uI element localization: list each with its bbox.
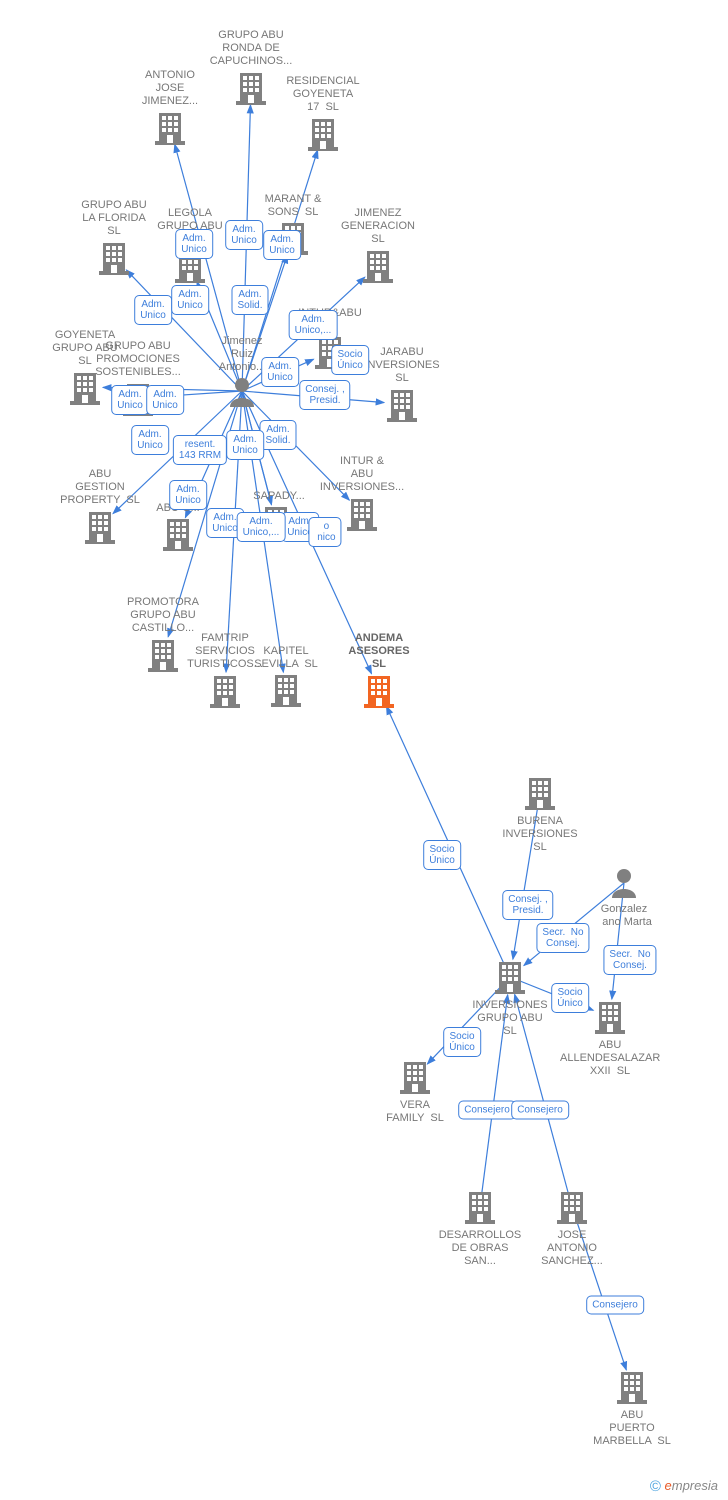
edge-label: Consejero — [458, 1101, 516, 1120]
edge-label: Secr. No Consej. — [536, 923, 589, 953]
edge-label: Adm. Unico — [171, 285, 209, 315]
diagram-canvas: GRUPO ABU RONDA DE CAPUCHINOS... ANTONIO… — [0, 0, 728, 1500]
building-icon — [271, 673, 301, 712]
edge-label: Adm. Unico — [225, 220, 263, 250]
node-label: RESIDENCIAL GOYENETA 17 SL — [273, 75, 373, 115]
edge-label: Adm. Solid. — [259, 420, 296, 450]
person-icon — [610, 868, 638, 903]
edge-label: Adm. Unico,... — [289, 310, 338, 340]
building-icon — [155, 111, 185, 150]
node-label: KAPITEL SEVILLA SL — [236, 645, 336, 671]
building-icon — [595, 1000, 625, 1039]
building-icon — [495, 960, 525, 999]
node-label: DESARROLLOS DE OBRAS SAN... — [430, 1229, 530, 1269]
node-residencial-goyeneta[interactable]: RESIDENCIAL GOYENETA 17 SL — [273, 75, 373, 156]
node-label: INTUR & ABU INVERSIONES... — [312, 455, 412, 495]
building-icon — [148, 638, 178, 677]
node-label: ABU ALLENDESALAZAR XXII SL — [560, 1039, 660, 1079]
node-label: ABU PUERTO MARBELLA SL — [582, 1409, 682, 1449]
edge-label: Socio Único — [443, 1027, 481, 1057]
building-icon — [400, 1060, 430, 1099]
copyright-symbol: © — [650, 1478, 661, 1495]
node-label: BURENA INVERSIONES SL — [490, 815, 590, 855]
edge-label-fragment: o nico — [308, 517, 341, 547]
node-kapitel-sevilla[interactable]: KAPITEL SEVILLA SL — [236, 645, 336, 712]
copyright-brand: empresia — [665, 1478, 718, 1493]
building-icon — [99, 241, 129, 280]
copyright: © empresia — [650, 1478, 718, 1495]
edge-label: Consejero — [586, 1296, 644, 1315]
edge-label: Socio Único — [423, 840, 461, 870]
edge-label: Adm. Unico — [131, 425, 169, 455]
edge-label: Secr. No Consej. — [603, 945, 656, 975]
building-icon — [308, 117, 338, 156]
edge-label: Adm. Unico — [261, 357, 299, 387]
node-jimenez-generacion[interactable]: JIMENEZ GENERACION SL — [328, 207, 428, 288]
node-andema-asesores[interactable]: ANDEMA ASESORES SL — [329, 632, 429, 713]
node-vera-family[interactable]: VERA FAMILY SL — [365, 1060, 465, 1127]
building-icon — [347, 497, 377, 536]
node-label: JIMENEZ GENERACION SL — [328, 207, 428, 247]
building-icon — [557, 1190, 587, 1229]
edge-label: Consejero — [511, 1101, 569, 1120]
edge-label: Adm. Unico — [111, 385, 149, 415]
node-label: ANDEMA ASESORES SL — [329, 632, 429, 672]
node-label: GRUPO ABU PROMOCIONES SOSTENIBLES... — [88, 340, 188, 380]
building-icon — [236, 71, 266, 110]
edge-label: Consej. , Presid. — [299, 380, 350, 410]
building-icon — [465, 1190, 495, 1229]
edge-label: Adm. Unico — [175, 229, 213, 259]
building-icon — [363, 249, 393, 288]
node-label: ANTONIO JOSE JIMENEZ... — [120, 69, 220, 109]
node-label: PROMOTORA GRUPO ABU CASTILLO... — [113, 596, 213, 636]
edge-label: Adm. Unico — [263, 230, 301, 260]
edge-label: Adm. Unico — [169, 480, 207, 510]
node-label: GRUPO ABU RONDA DE CAPUCHINOS... — [201, 29, 301, 69]
node-label: JOSE ANTONIO SANCHEZ... — [522, 1229, 622, 1269]
building-icon — [364, 674, 394, 713]
edge-label: Socio Único — [331, 345, 369, 375]
edge-label: Socio Único — [551, 983, 589, 1013]
node-antonio-jose-jimenez[interactable]: ANTONIO JOSE JIMENEZ... — [120, 69, 220, 150]
edge-label: Consej. , Presid. — [502, 890, 553, 920]
node-burena-inversiones[interactable]: BURENA INVERSIONES SL — [490, 776, 590, 857]
building-icon — [387, 388, 417, 427]
node-label: SAPADY... — [226, 490, 326, 503]
node-label: VERA FAMILY SL — [365, 1099, 465, 1125]
building-icon — [163, 517, 193, 556]
node-abu-puerto-marbella[interactable]: ABU PUERTO MARBELLA SL — [582, 1370, 682, 1451]
edge-label: Adm. Unico — [146, 385, 184, 415]
edge-label: Adm. Unico — [134, 295, 172, 325]
edge-label: Adm. Unico — [226, 430, 264, 460]
node-jose-antonio-sanchez[interactable]: JOSE ANTONIO SANCHEZ... — [522, 1190, 622, 1271]
edge-label: resent. 143 RRM — [173, 435, 227, 465]
node-desarrollos-obras-san[interactable]: DESARROLLOS DE OBRAS SAN... — [430, 1190, 530, 1271]
building-icon — [617, 1370, 647, 1409]
node-gonzalez-ano-marta[interactable]: Gonzalez ano Marta — [574, 868, 674, 931]
person-icon — [228, 377, 256, 412]
building-icon — [85, 510, 115, 549]
building-icon — [525, 776, 555, 815]
edge-label: Adm. Solid. — [231, 285, 268, 315]
edge-label: Adm. Unico,... — [237, 512, 286, 542]
